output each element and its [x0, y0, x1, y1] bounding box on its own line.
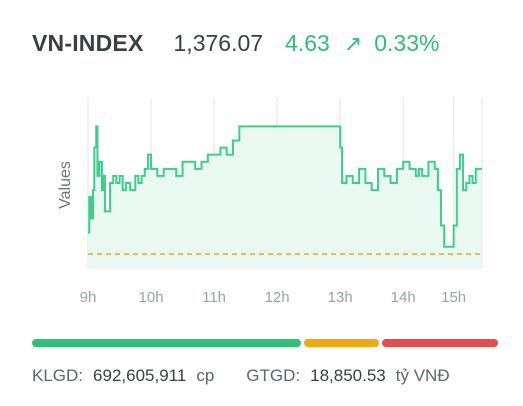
- x-tick-label: 12h: [265, 289, 290, 306]
- arrow-up-icon: ↗: [343, 31, 363, 56]
- change-absolute: 4.63: [285, 30, 330, 56]
- intraday-chart: 9h 10h 11h 12h 13h 14h 15h Values: [57, 98, 483, 306]
- market-breadth-bar: [32, 339, 498, 347]
- x-tick-label: 10h: [139, 289, 164, 306]
- series-line: [88, 125, 482, 248]
- breadth-segment-advancing: [32, 339, 302, 347]
- index-header: VN-INDEX 1,376.07 4.63 ↗ 0.33%: [32, 30, 512, 66]
- series-area: [88, 126, 482, 268]
- index-name[interactable]: VN-INDEX: [32, 30, 144, 56]
- klgd-value: 692,605,911: [93, 366, 187, 385]
- y-axis-label: Values: [57, 161, 74, 209]
- index-value: 1,376.07: [173, 30, 264, 56]
- x-tick-label: 14h: [391, 289, 416, 306]
- breadth-segment-declining: [382, 339, 498, 347]
- breadth-segment-unchanged: [304, 339, 380, 347]
- x-axis-ticks: 9h 10h 11h 12h 13h 14h 15h: [80, 289, 466, 306]
- x-tick-label: 11h: [202, 289, 226, 306]
- trading-summary: KLGD: 692,605,911 cp GTGD: 18,850.53 tỷ …: [32, 366, 512, 386]
- x-tick-label: 9h: [80, 289, 97, 306]
- klgd-label: KLGD:: [32, 366, 84, 385]
- gtgd-label: GTGD:: [246, 366, 301, 385]
- change-percent: 0.33%: [374, 30, 440, 56]
- gtgd-unit: tỷ VNĐ: [395, 366, 450, 385]
- gtgd-value: 18,850.53: [310, 366, 386, 385]
- klgd-unit: cp: [196, 366, 215, 385]
- x-tick-label: 15h: [441, 289, 466, 306]
- x-tick-label: 13h: [328, 289, 353, 306]
